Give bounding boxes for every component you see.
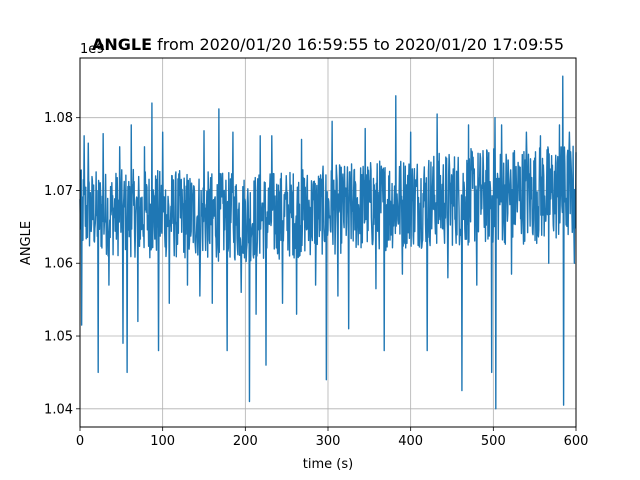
x-tick-label: 600 (564, 434, 589, 449)
x-tick-label: 500 (481, 434, 506, 449)
y-axis-label: ANGLE (19, 221, 34, 265)
x-tick-label: 400 (398, 434, 423, 449)
chart-title: ANGLE from 2020/01/20 16:59:55 to 2020/0… (92, 35, 564, 54)
grid-lines (79, 58, 577, 427)
y-axis-ticks: 1.04 1.05 1.06 1.07 1.08 (44, 111, 80, 417)
y-tick-label: 1.04 (44, 402, 73, 417)
angle-series-line (79, 75, 577, 410)
chart-title-bold: ANGLE (92, 35, 152, 54)
x-axis-label: time (s) (303, 457, 353, 472)
x-axis-ticks: 0 100 200 300 400 500 600 (76, 427, 589, 449)
y-tick-label: 1.07 (44, 184, 73, 199)
y-tick-label: 1.06 (44, 257, 73, 272)
y-offset-label: 1e9 (80, 42, 105, 57)
chart-title-rest: from 2020/01/20 16:59:55 to 2020/01/20 1… (152, 35, 564, 54)
x-tick-label: 200 (233, 434, 258, 449)
y-tick-label: 1.08 (44, 111, 73, 126)
x-tick-label: 100 (150, 434, 175, 449)
x-tick-label: 0 (76, 434, 84, 449)
y-tick-label: 1.05 (44, 330, 73, 345)
x-tick-label: 300 (316, 434, 341, 449)
plot-area (79, 75, 577, 410)
